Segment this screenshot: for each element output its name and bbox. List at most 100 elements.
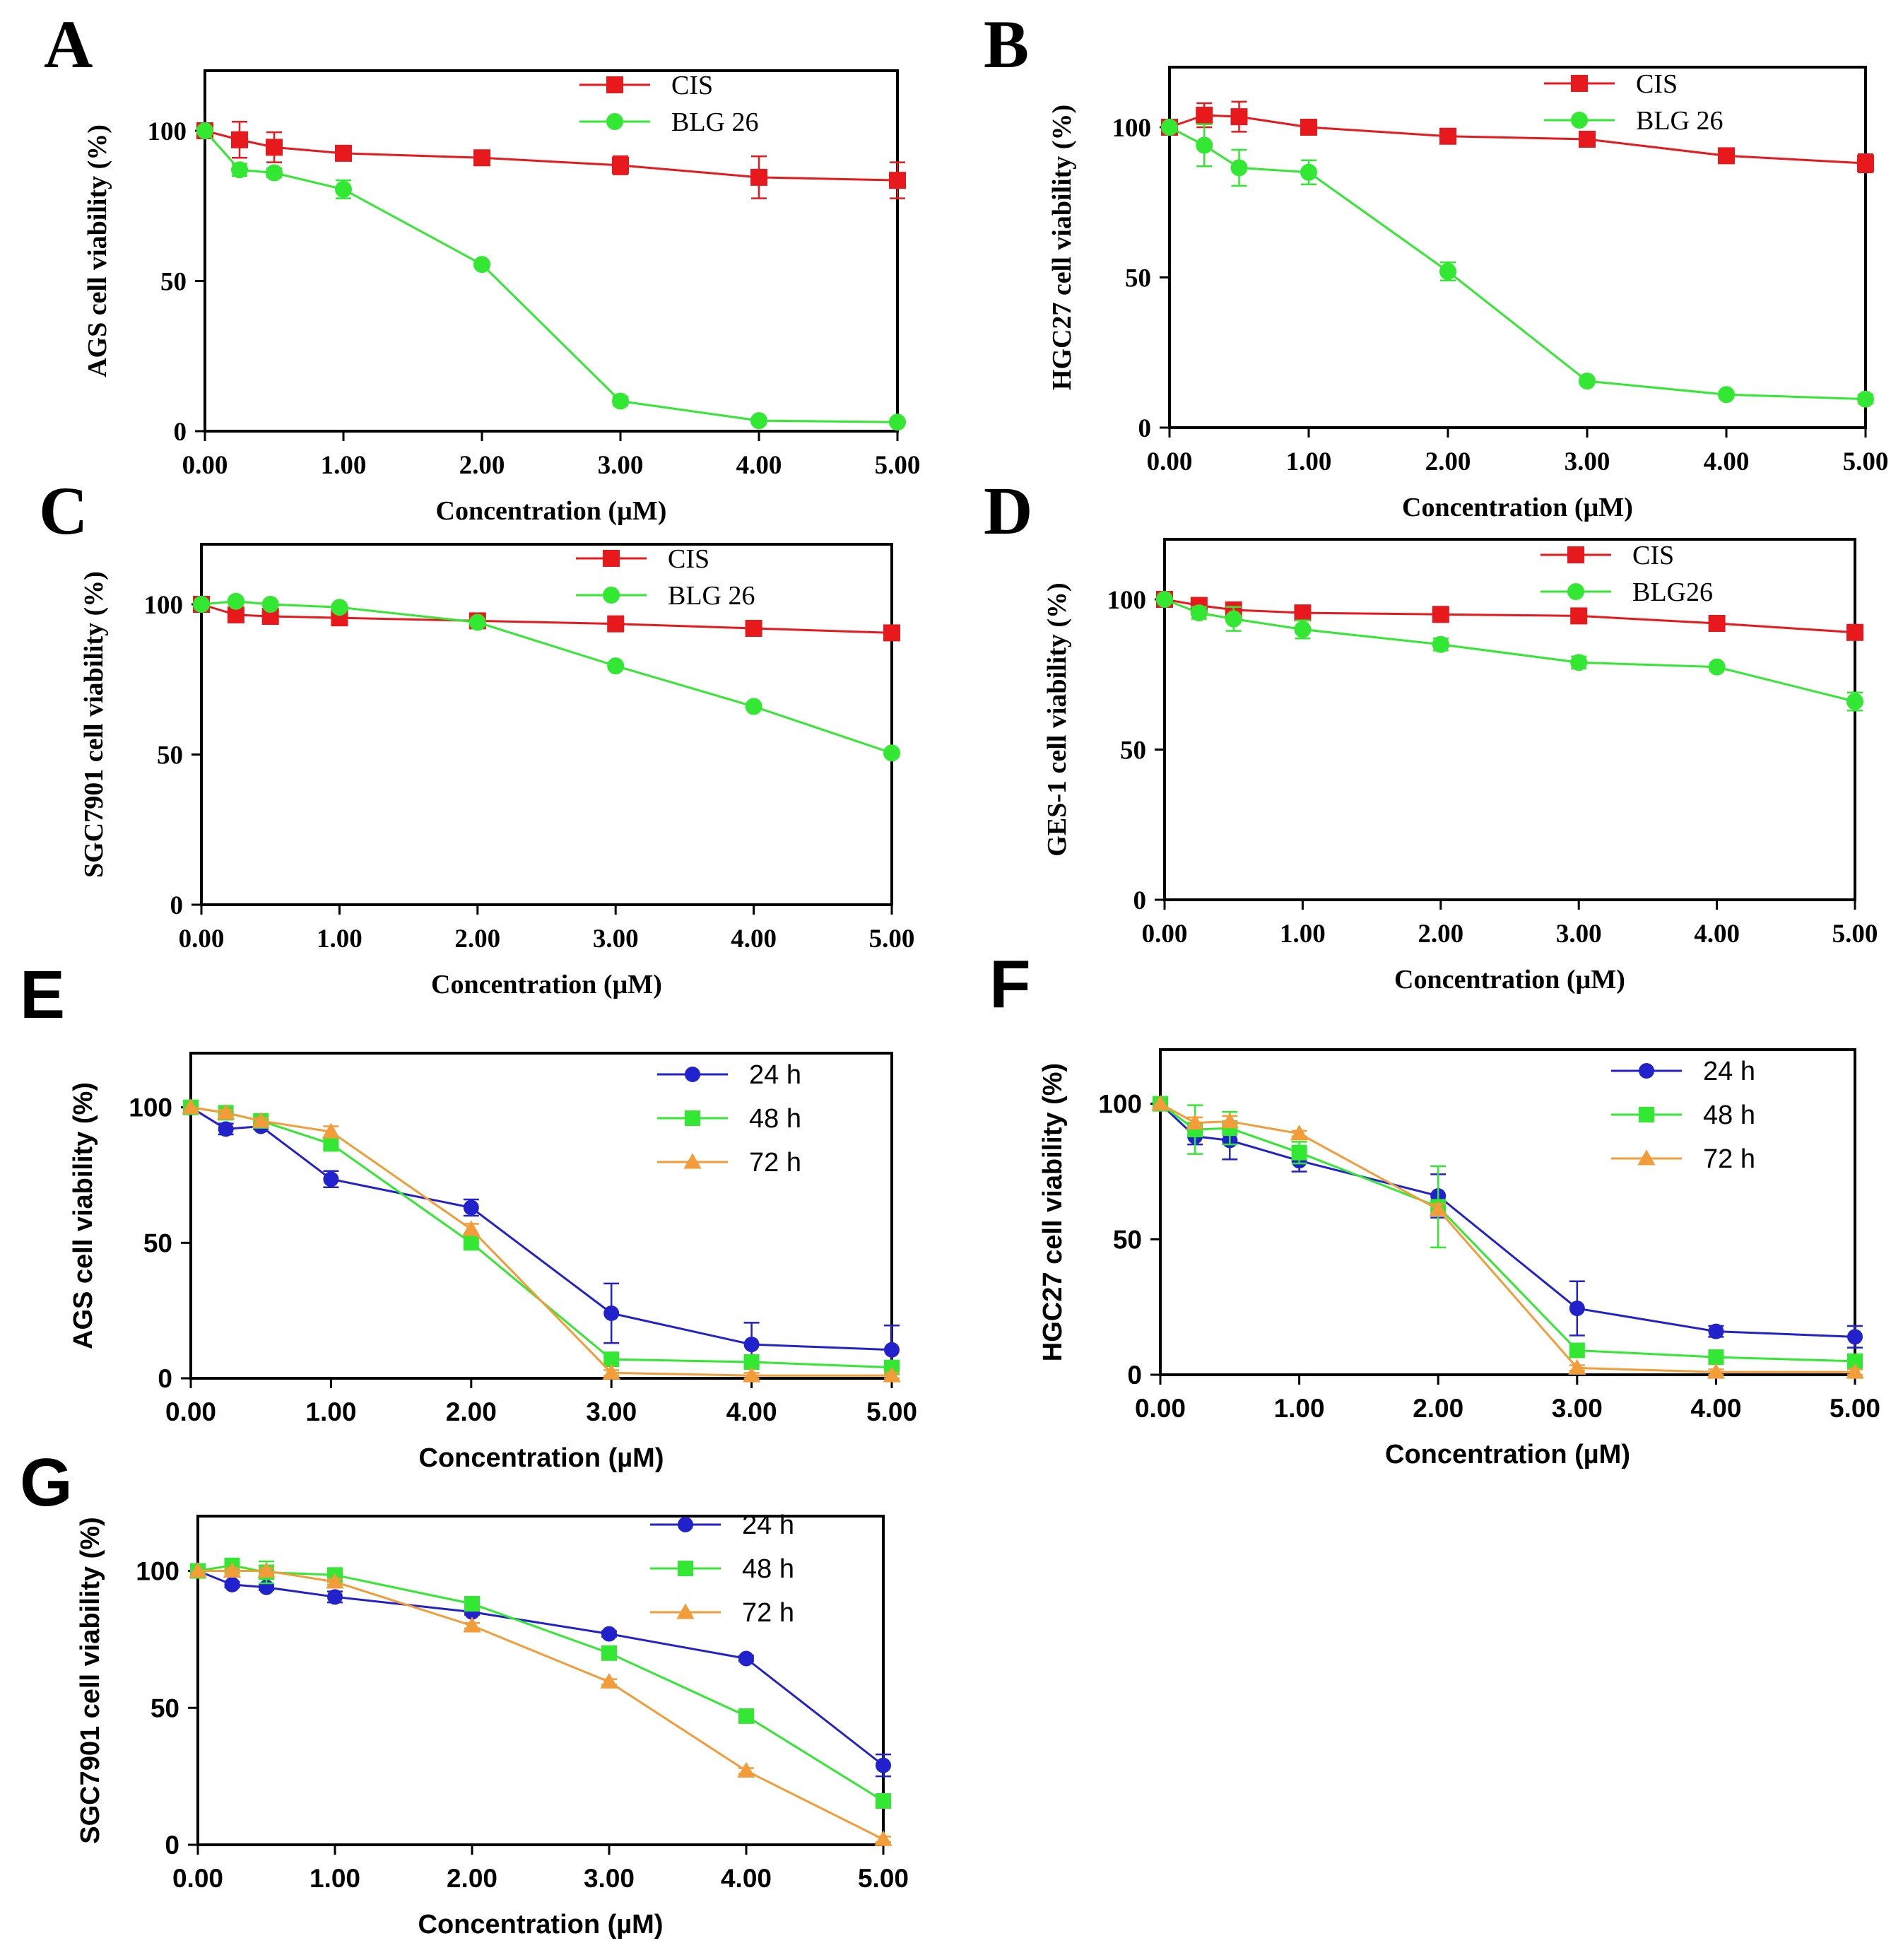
series-line bbox=[1160, 1103, 1855, 1373]
data-point bbox=[266, 164, 283, 182]
y-tick-label: 0 bbox=[1127, 1361, 1142, 1390]
panel-letter: F bbox=[989, 946, 1031, 1022]
panel-letter: G bbox=[20, 1445, 73, 1520]
data-point bbox=[1569, 1301, 1585, 1317]
y-tick-label: 100 bbox=[148, 117, 187, 146]
chart-panel-b: B 0.00 1.00 2.00 3.00 4.00 5.00 0 50 100 Concentra… bbox=[984, 6, 1888, 522]
legend-label: BLG26 bbox=[1632, 577, 1713, 607]
data-point bbox=[600, 1672, 618, 1689]
y-tick-label: 50 bbox=[1120, 737, 1146, 765]
series-0 bbox=[1153, 1096, 1863, 1349]
legend-marker bbox=[1639, 1107, 1654, 1122]
data-point bbox=[603, 1305, 620, 1321]
x-tick-label: 3.00 bbox=[584, 1864, 635, 1893]
data-point bbox=[1707, 1363, 1726, 1379]
x-tick-label: 5.00 bbox=[1832, 920, 1878, 949]
y-tick-label: 50 bbox=[160, 268, 187, 297]
panel-letter: A bbox=[44, 6, 93, 82]
series-0 bbox=[183, 1099, 900, 1375]
legend-marker bbox=[603, 550, 620, 567]
data-point bbox=[223, 1561, 242, 1578]
series-line bbox=[1169, 114, 1866, 165]
data-point bbox=[1718, 386, 1735, 404]
legend-marker bbox=[1637, 1149, 1656, 1166]
legend-label: 72 h bbox=[742, 1598, 794, 1628]
data-point bbox=[1432, 635, 1449, 653]
legend-label: 72 h bbox=[1703, 1144, 1755, 1174]
x-tick-label: 1.00 bbox=[1274, 1394, 1325, 1423]
x-tick-label: 2.00 bbox=[1418, 920, 1463, 949]
plot-frame bbox=[204, 69, 899, 433]
data-point bbox=[1570, 607, 1588, 625]
data-point bbox=[1225, 610, 1242, 628]
x-axis-title: Concentration (µM) bbox=[1385, 1440, 1630, 1469]
legend-marker bbox=[603, 587, 620, 604]
x-tick-label: 4.00 bbox=[1690, 1394, 1741, 1423]
data-point bbox=[883, 624, 900, 642]
data-point bbox=[1708, 615, 1726, 632]
data-point bbox=[218, 1121, 234, 1137]
data-point bbox=[738, 1708, 754, 1724]
data-point bbox=[335, 144, 352, 162]
legend-marker bbox=[1571, 112, 1588, 129]
series-line bbox=[201, 600, 893, 754]
data-point bbox=[462, 1220, 481, 1236]
x-tick-label: 0.00 bbox=[1135, 1394, 1186, 1423]
legend-label: 48 h bbox=[1703, 1101, 1755, 1130]
data-point bbox=[473, 256, 490, 274]
data-point bbox=[889, 413, 906, 431]
data-point bbox=[473, 149, 490, 167]
data-point bbox=[231, 161, 248, 179]
x-tick-label: 4.00 bbox=[726, 1397, 777, 1426]
legend-label: CIS bbox=[668, 544, 709, 574]
data-point bbox=[1196, 136, 1213, 154]
x-tick-label: 1.00 bbox=[1286, 447, 1332, 476]
series-line bbox=[190, 1106, 893, 1369]
data-point bbox=[750, 168, 767, 186]
data-point bbox=[463, 1235, 479, 1251]
y-tick-label: 50 bbox=[157, 741, 183, 770]
data-point bbox=[469, 614, 486, 631]
data-point bbox=[1290, 1125, 1309, 1141]
x-tick-label: 1.00 bbox=[1280, 920, 1326, 949]
data-point bbox=[1579, 131, 1596, 148]
data-point bbox=[1846, 1363, 1864, 1379]
legend-marker bbox=[685, 1067, 700, 1082]
x-tick-label: 0.00 bbox=[182, 451, 228, 480]
legend-label: 48 h bbox=[749, 1104, 801, 1134]
x-tick-label: 2.00 bbox=[447, 1864, 497, 1893]
y-tick-label: 0 bbox=[165, 1831, 179, 1860]
y-tick-label: 0 bbox=[170, 891, 184, 920]
data-point bbox=[1708, 1323, 1724, 1339]
data-point bbox=[322, 1122, 341, 1139]
y-axis-title: SGC7901 cell viability (%) bbox=[76, 1517, 105, 1844]
y-tick-label: 100 bbox=[129, 1093, 172, 1122]
series-line bbox=[1159, 1103, 1856, 1338]
series-0 bbox=[1161, 100, 1874, 173]
legend-label: BLG 26 bbox=[671, 107, 759, 137]
data-point bbox=[1294, 621, 1312, 638]
panel-letter: C bbox=[39, 473, 88, 548]
data-point bbox=[603, 1351, 620, 1368]
data-point bbox=[876, 1757, 891, 1773]
series-1 bbox=[193, 592, 900, 762]
y-tick-label: 100 bbox=[136, 1557, 179, 1586]
data-point bbox=[1579, 372, 1596, 390]
data-point bbox=[601, 1645, 617, 1661]
x-axis-title: Concentration (µM) bbox=[1394, 965, 1625, 994]
x-tick-label: 5.00 bbox=[858, 1864, 909, 1893]
data-point bbox=[463, 1199, 479, 1216]
y-tick-label: 100 bbox=[1107, 586, 1147, 615]
series-0 bbox=[1156, 591, 1863, 641]
data-point bbox=[1857, 390, 1874, 408]
data-point bbox=[326, 1573, 344, 1589]
y-axis-title: GES-1 cell viability (%) bbox=[1042, 582, 1072, 856]
data-point bbox=[1439, 263, 1456, 280]
x-tick-label: 4.00 bbox=[731, 925, 777, 953]
x-tick-label: 3.00 bbox=[598, 451, 644, 480]
legend-label: 24 h bbox=[1703, 1057, 1755, 1086]
x-tick-label: 2.00 bbox=[1425, 447, 1471, 476]
data-point bbox=[216, 1103, 235, 1120]
series-line bbox=[1169, 126, 1866, 401]
legend-marker bbox=[606, 113, 623, 130]
